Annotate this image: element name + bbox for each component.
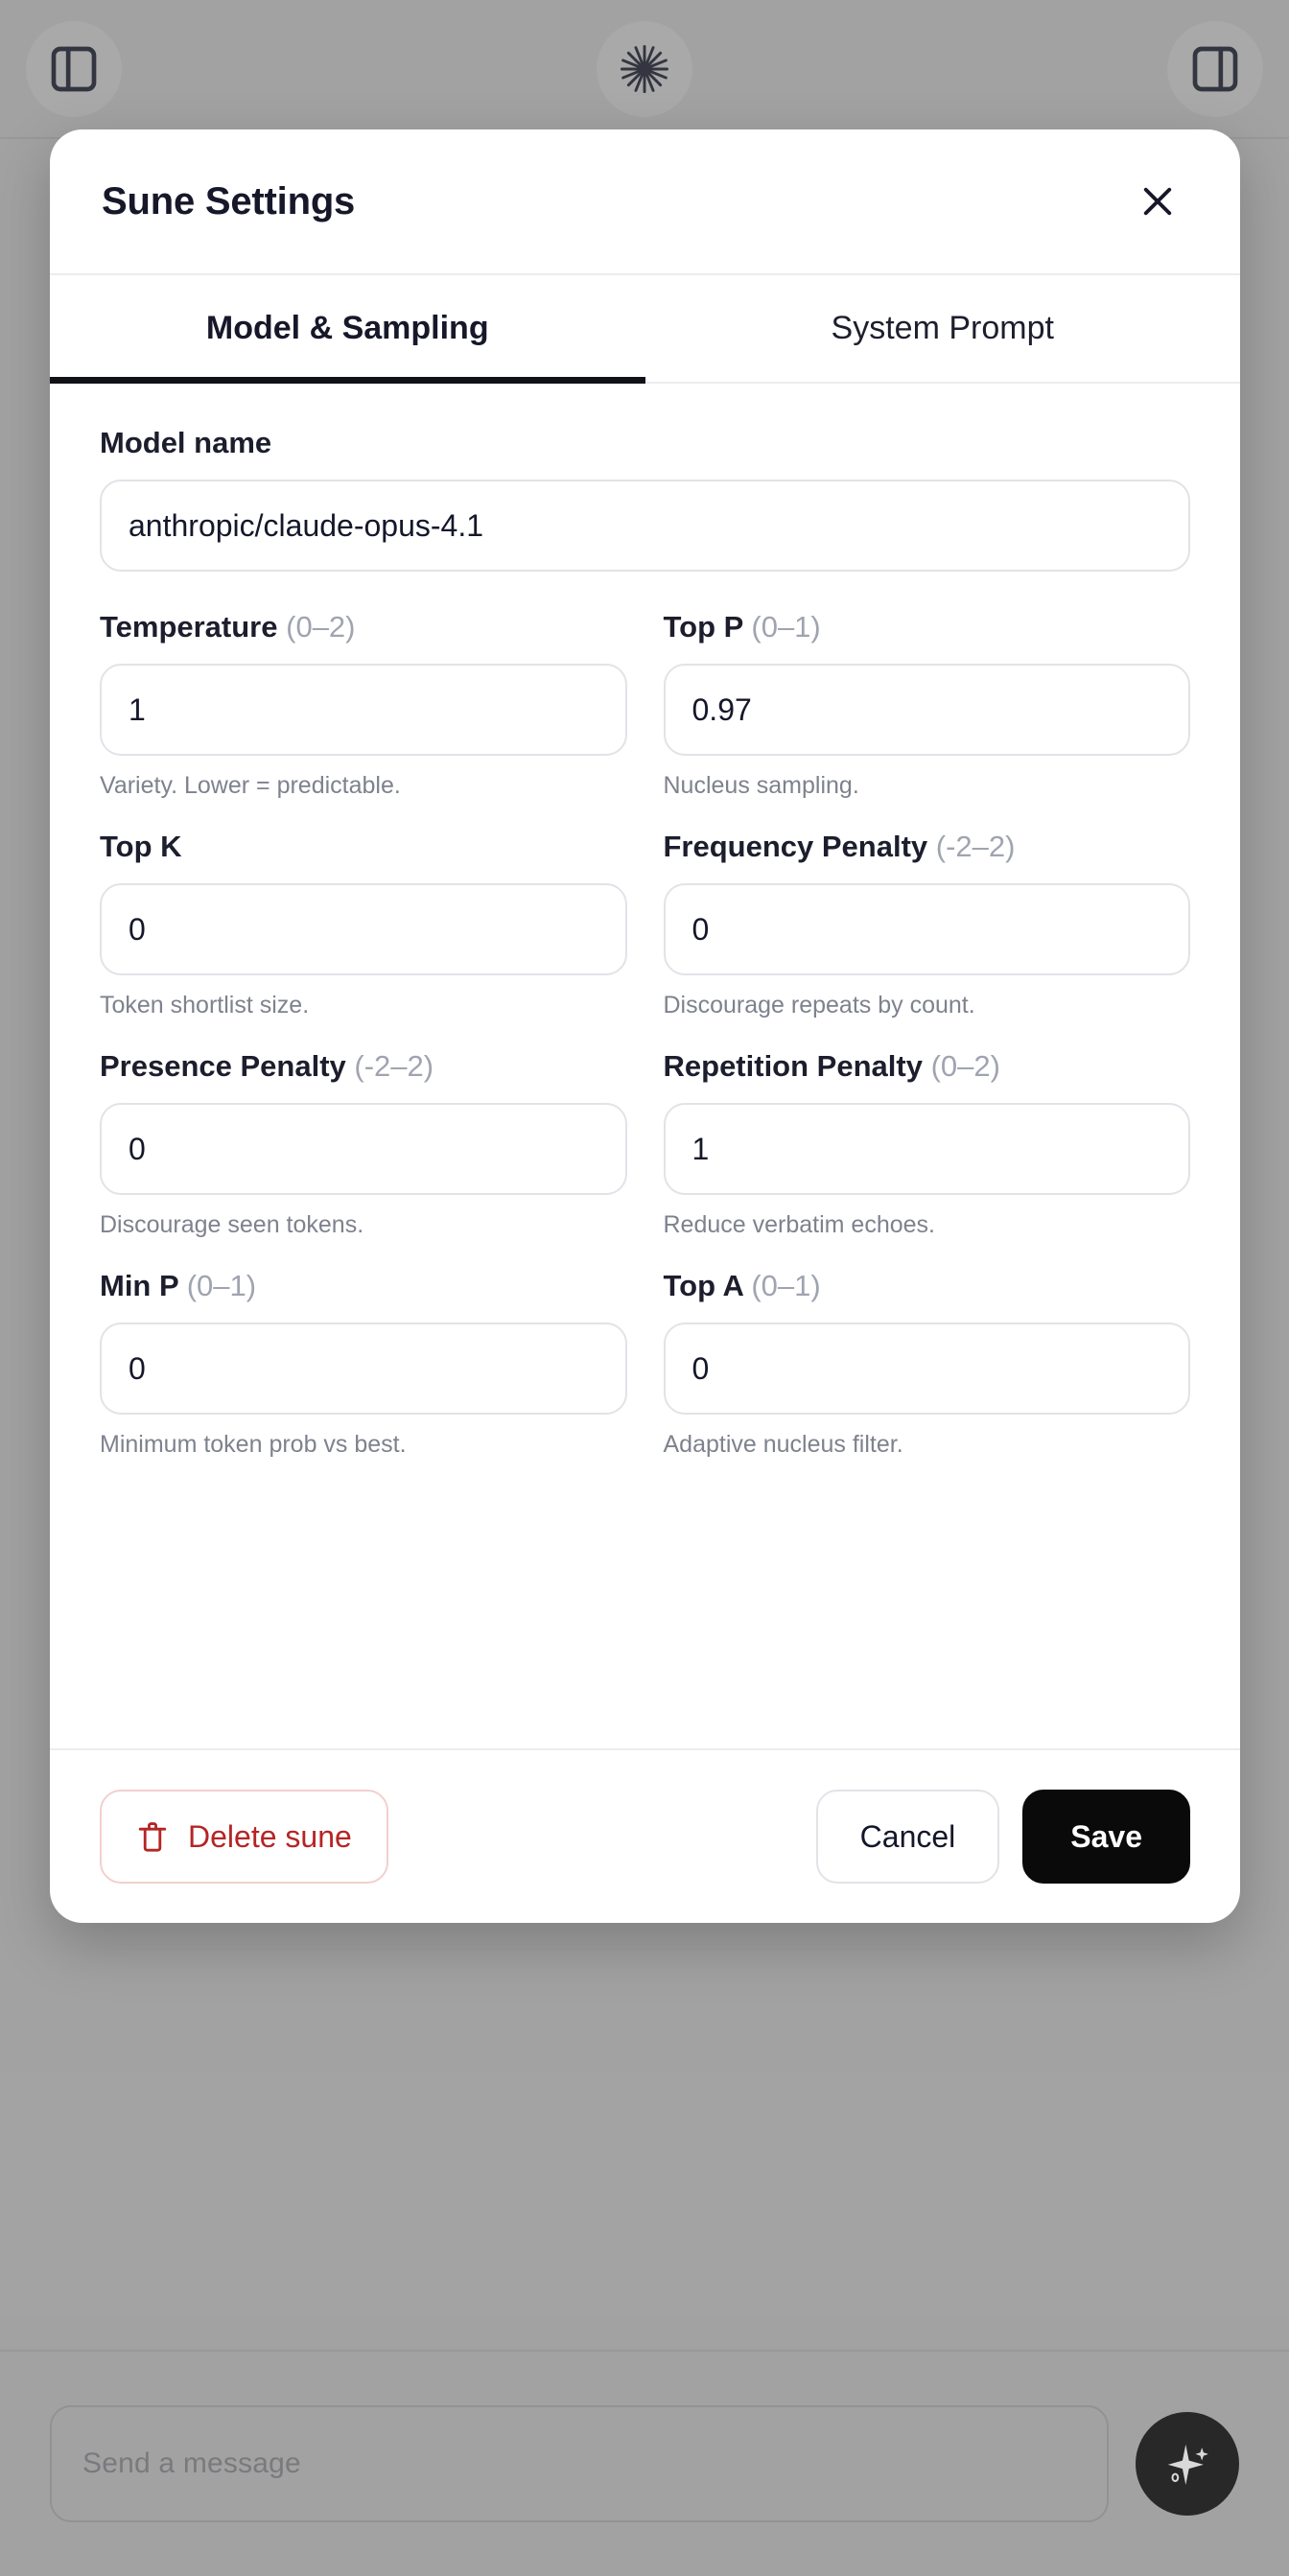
parameter-temperature-value: 1 xyxy=(129,691,146,727)
parameter-top-p-label: Top P (0–1) xyxy=(664,610,1191,644)
dialog-title: Sune Settings xyxy=(102,179,356,222)
parameter-top-a-range: (0–1) xyxy=(751,1269,821,1302)
cancel-button-label: Cancel xyxy=(859,1818,956,1854)
parameter-temperature-help: Variety. Lower = predictable. xyxy=(100,772,401,799)
parameter-min-p-help: Minimum token prob vs best. xyxy=(100,1431,407,1458)
parameter-min-p-name: Min P xyxy=(100,1269,179,1302)
close-icon xyxy=(1143,187,1172,216)
trash-icon xyxy=(138,1822,167,1852)
message-input-placeholder: Send a message xyxy=(82,2447,301,2479)
parameter-presence-penalty-range: (-2–2) xyxy=(354,1049,434,1083)
parameter-top-a-help: Adaptive nucleus filter. xyxy=(663,1431,903,1458)
panel-left-icon xyxy=(51,46,97,92)
close-dialog-button[interactable] xyxy=(1127,171,1188,232)
tab-system-prompt[interactable]: System Prompt xyxy=(645,275,1241,382)
parameter-top-a-name: Top A xyxy=(663,1269,743,1302)
parameter-min-p-value: 0 xyxy=(129,1350,146,1386)
tab-model-and-sampling-label: Model & Sampling xyxy=(205,310,489,346)
parameter-repetition-penalty-range: (0–2) xyxy=(930,1049,1000,1083)
save-button[interactable]: Save xyxy=(1022,1790,1190,1884)
parameter-top-k-value: 0 xyxy=(129,911,146,947)
message-input[interactable]: Send a message xyxy=(50,2405,1109,2522)
parameter-top-k-name: Top K xyxy=(100,830,182,863)
parameter-temperature: Temperature (0–2) 1 Variety. Lower = pre… xyxy=(100,610,627,800)
parameter-top-a-input[interactable]: 0 xyxy=(663,1323,1190,1415)
parameter-repetition-penalty-input[interactable]: 1 xyxy=(663,1103,1190,1195)
parameter-frequency-penalty-value: 0 xyxy=(691,911,710,947)
parameter-top-p-name: Top P xyxy=(663,610,743,644)
parameter-top-a-value: 0 xyxy=(691,1350,710,1386)
parameter-presence-penalty-help: Discourage seen tokens. xyxy=(100,1211,364,1238)
parameter-top-p-help: Nucleus sampling. xyxy=(663,772,859,799)
model-name-input[interactable]: anthropic/claude-opus-4.1 xyxy=(100,480,1190,572)
parameter-frequency-penalty-label: Frequency Penalty (-2–2) xyxy=(664,830,1191,864)
parameter-top-a-label: Top A (0–1) xyxy=(664,1269,1191,1303)
parameter-top-a: Top A (0–1) 0 Adaptive nucleus filter. xyxy=(663,1269,1191,1459)
parameter-repetition-penalty-help: Reduce verbatim echoes. xyxy=(663,1211,935,1238)
toggle-right-sidebar-button[interactable] xyxy=(1167,21,1263,117)
parameter-presence-penalty-label: Presence Penalty (-2–2) xyxy=(100,1049,627,1084)
dialog-tabs: Model & Sampling System Prompt xyxy=(50,275,1240,384)
parameter-min-p-label: Min P (0–1) xyxy=(100,1269,627,1303)
parameter-repetition-penalty-name: Repetition Penalty xyxy=(663,1049,923,1083)
parameter-temperature-range: (0–2) xyxy=(286,610,356,644)
dialog-header: Sune Settings xyxy=(50,129,1240,275)
composer-bar: Send a message xyxy=(0,2350,1289,2576)
delete-sune-button[interactable]: Delete sune xyxy=(100,1790,388,1884)
model-name-value: anthropic/claude-opus-4.1 xyxy=(129,507,484,543)
parameter-temperature-label: Temperature (0–2) xyxy=(100,610,627,644)
model-name-label: Model name xyxy=(100,426,272,459)
parameter-repetition-penalty-label: Repetition Penalty (0–2) xyxy=(664,1049,1191,1084)
app-logo-button[interactable] xyxy=(597,21,692,117)
parameter-min-p-input[interactable]: 0 xyxy=(100,1323,627,1415)
send-message-button[interactable] xyxy=(1136,2412,1239,2516)
parameter-top-p: Top P (0–1) 0.97 Nucleus sampling. xyxy=(663,610,1191,800)
toggle-left-sidebar-button[interactable] xyxy=(26,21,122,117)
dialog-footer: Delete sune Cancel Save xyxy=(50,1748,1240,1923)
parameter-top-k: Top K 0 Token shortlist size. xyxy=(100,830,627,1019)
parameter-min-p-range: (0–1) xyxy=(186,1269,257,1302)
parameter-top-k-input[interactable]: 0 xyxy=(100,883,627,975)
parameter-repetition-penalty: Repetition Penalty (0–2) 1 Reduce verbat… xyxy=(663,1049,1191,1239)
starburst-icon xyxy=(620,44,669,94)
parameter-top-p-input[interactable]: 0.97 xyxy=(663,664,1190,756)
sampling-parameters-grid: Temperature (0–2) 1 Variety. Lower = pre… xyxy=(100,610,1190,1459)
tab-model-and-sampling[interactable]: Model & Sampling xyxy=(50,275,645,384)
sparkles-icon xyxy=(1167,2444,1208,2485)
cancel-button[interactable]: Cancel xyxy=(815,1790,1000,1884)
top-bar xyxy=(0,0,1289,139)
parameter-frequency-penalty-name: Frequency Penalty xyxy=(663,830,928,863)
parameter-temperature-input[interactable]: 1 xyxy=(100,664,627,756)
parameter-frequency-penalty-help: Discourage repeats by count. xyxy=(663,992,975,1019)
panel-right-icon xyxy=(1192,46,1238,92)
parameter-min-p: Min P (0–1) 0 Minimum token prob vs best… xyxy=(100,1269,627,1459)
parameter-top-p-range: (0–1) xyxy=(751,610,821,644)
tab-system-prompt-label: System Prompt xyxy=(831,310,1054,346)
parameter-frequency-penalty-range: (-2–2) xyxy=(935,830,1016,863)
parameter-presence-penalty: Presence Penalty (-2–2) 0 Discourage see… xyxy=(100,1049,627,1239)
parameter-presence-penalty-name: Presence Penalty xyxy=(100,1049,346,1083)
parameter-presence-penalty-input[interactable]: 0 xyxy=(100,1103,627,1195)
parameter-presence-penalty-value: 0 xyxy=(129,1131,146,1166)
parameter-repetition-penalty-value: 1 xyxy=(691,1131,710,1166)
dialog-footer-actions: Cancel Save xyxy=(815,1790,1190,1884)
sune-settings-dialog: Sune Settings Model & Sampling System Pr… xyxy=(50,129,1240,1923)
dialog-body: Model name anthropic/claude-opus-4.1 Tem… xyxy=(50,384,1240,1748)
parameter-frequency-penalty: Frequency Penalty (-2–2) 0 Discourage re… xyxy=(663,830,1191,1019)
parameter-temperature-name: Temperature xyxy=(100,610,278,644)
delete-sune-label: Delete sune xyxy=(188,1818,352,1854)
parameter-top-p-value: 0.97 xyxy=(691,691,752,727)
model-name-field: Model name anthropic/claude-opus-4.1 xyxy=(100,426,1190,572)
parameter-top-k-label: Top K xyxy=(100,830,627,864)
save-button-label: Save xyxy=(1070,1818,1142,1854)
parameter-top-k-help: Token shortlist size. xyxy=(100,992,310,1019)
parameter-frequency-penalty-input[interactable]: 0 xyxy=(663,883,1190,975)
